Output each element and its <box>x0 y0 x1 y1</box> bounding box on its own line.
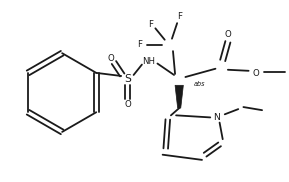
Polygon shape <box>175 85 183 108</box>
Text: O: O <box>225 30 231 39</box>
Text: O: O <box>253 69 259 78</box>
Text: N: N <box>213 113 220 122</box>
Text: O: O <box>108 54 114 63</box>
Text: O: O <box>124 100 131 110</box>
Text: F: F <box>177 12 182 21</box>
Text: F: F <box>148 20 153 29</box>
Text: abs: abs <box>194 81 205 87</box>
Text: F: F <box>137 40 142 49</box>
Text: NH: NH <box>142 57 155 66</box>
Text: S: S <box>124 74 131 84</box>
